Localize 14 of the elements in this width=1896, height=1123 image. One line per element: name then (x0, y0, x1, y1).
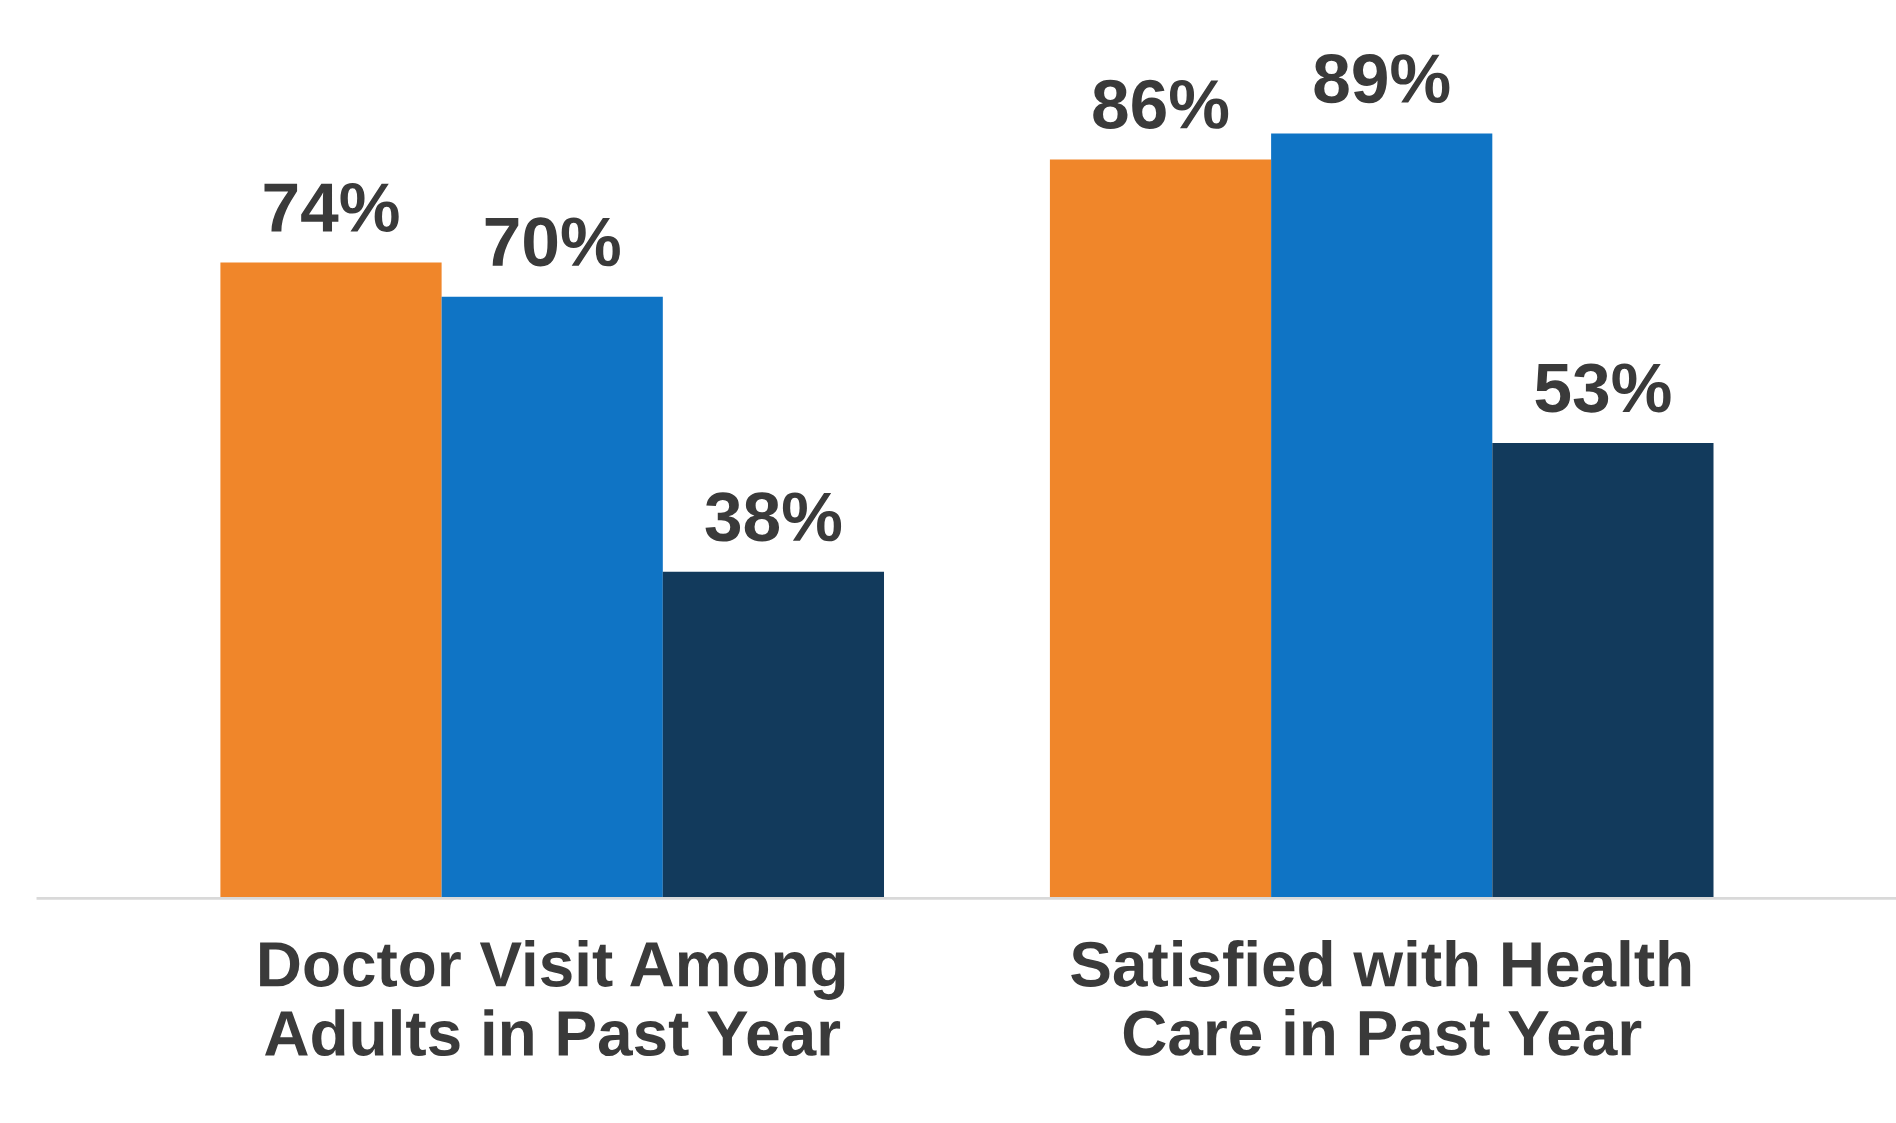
bar (662, 571, 885, 899)
bar (1049, 159, 1272, 899)
bar (1271, 133, 1493, 899)
data-label: 74% (264, 183, 399, 232)
data-label: 86% (1093, 79, 1229, 129)
bar (441, 296, 663, 899)
data-label: 89% (1314, 54, 1450, 104)
data-label: 38% (705, 492, 842, 542)
x-tick-label: Satisfied with Health Care in Past Year (1071, 940, 1691, 1056)
data-label: 70% (485, 217, 620, 267)
bar (220, 262, 442, 899)
x-tick-label: Doctor Visit Among Adults in Past Year (260, 940, 845, 1057)
bar (1492, 442, 1714, 899)
data-label: 53% (1535, 363, 1671, 413)
